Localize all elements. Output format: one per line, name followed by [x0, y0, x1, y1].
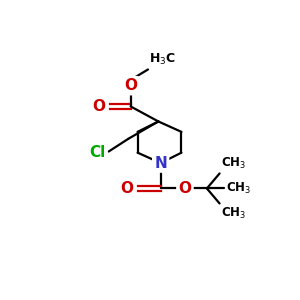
Text: O: O	[120, 181, 134, 196]
Text: CH$_3$: CH$_3$	[221, 156, 246, 171]
Text: O: O	[93, 99, 106, 114]
Text: Cl: Cl	[90, 145, 106, 160]
Text: CH$_3$: CH$_3$	[226, 181, 251, 196]
Text: CH$_3$: CH$_3$	[221, 206, 246, 221]
Text: O: O	[124, 78, 137, 93]
Text: N: N	[154, 155, 167, 170]
Text: O: O	[178, 181, 191, 196]
Text: H$_3$C: H$_3$C	[149, 52, 176, 67]
